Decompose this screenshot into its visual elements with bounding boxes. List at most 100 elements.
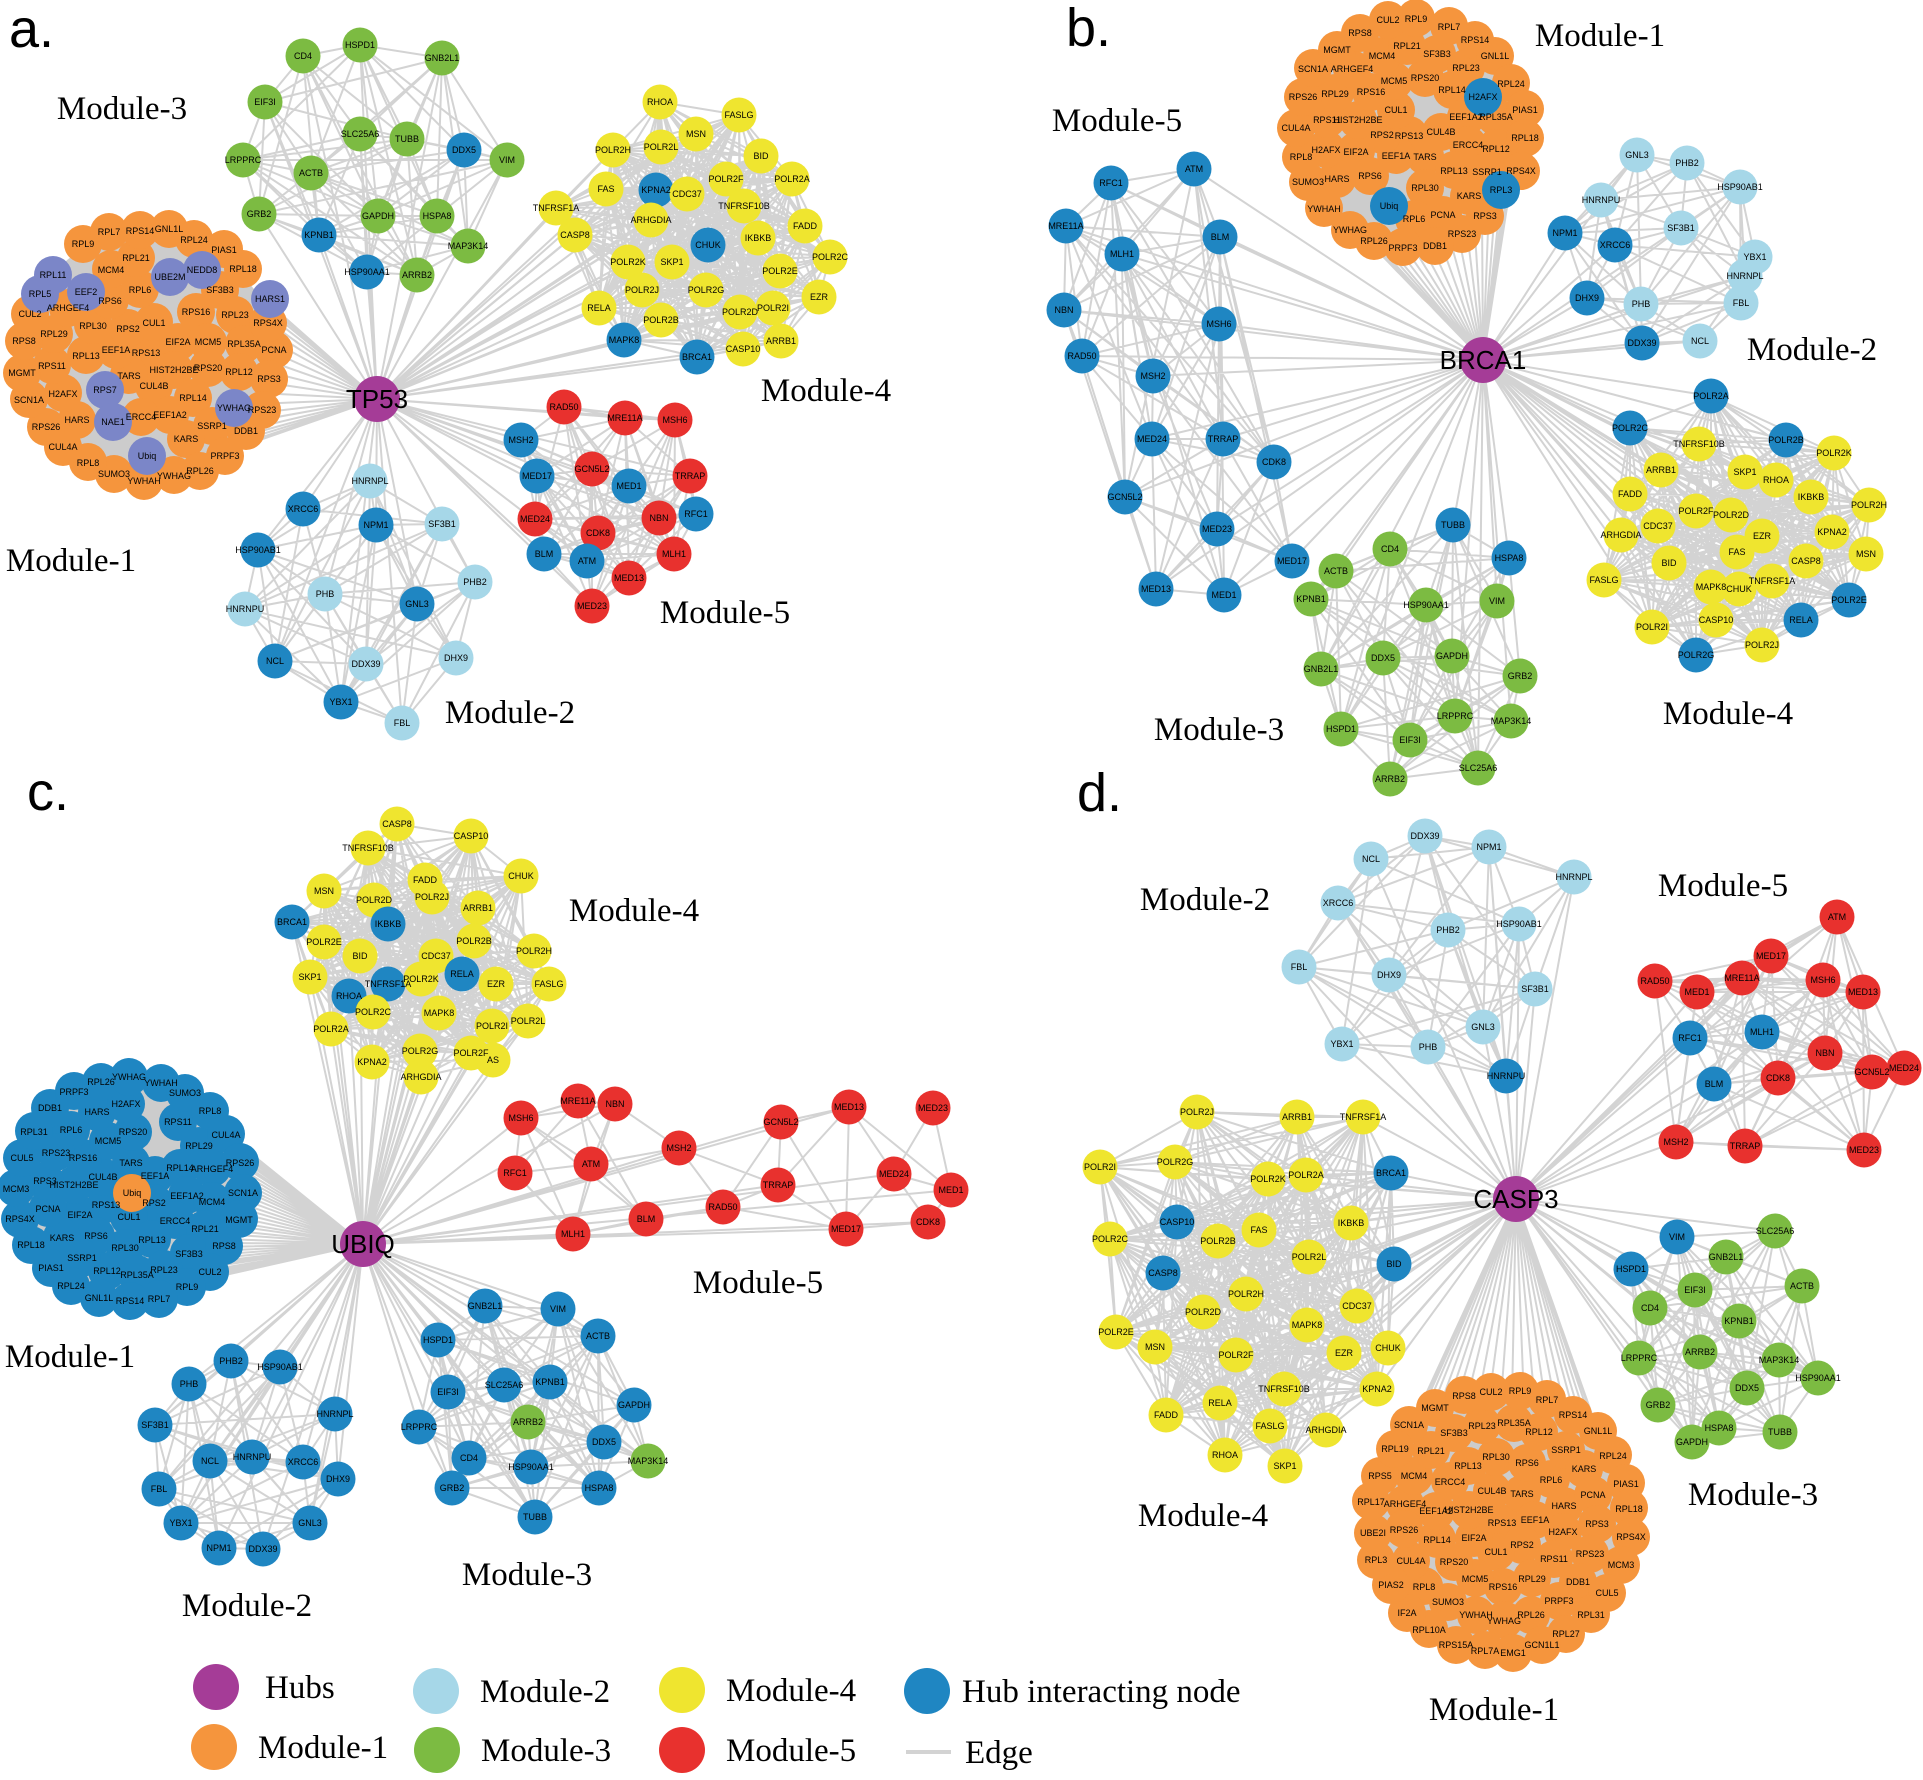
svg-text:PRPF3: PRPF3	[59, 1087, 88, 1097]
svg-text:PHB: PHB	[180, 1379, 199, 1389]
svg-text:YWHAH: YWHAH	[127, 476, 161, 486]
svg-text:RPL35A: RPL35A	[1479, 112, 1513, 122]
svg-text:CUL5: CUL5	[1595, 1588, 1618, 1598]
svg-text:RPS13: RPS13	[132, 348, 161, 358]
svg-text:POLR2E: POLR2E	[762, 266, 798, 276]
svg-text:KPNB1: KPNB1	[1724, 1316, 1754, 1326]
svg-text:PIAS1: PIAS1	[38, 1263, 64, 1273]
svg-text:MED13: MED13	[834, 1102, 864, 1112]
svg-text:RPS8: RPS8	[1348, 28, 1372, 38]
svg-text:CHUK: CHUK	[508, 871, 534, 881]
svg-text:MAP3K14: MAP3K14	[1491, 716, 1532, 726]
svg-text:Module-1: Module-1	[1535, 18, 1665, 54]
svg-text:YWHAG: YWHAG	[157, 471, 191, 481]
svg-text:POLR2B: POLR2B	[1768, 435, 1804, 445]
svg-text:KARS: KARS	[50, 1233, 75, 1243]
svg-text:RPL6: RPL6	[60, 1125, 83, 1135]
svg-text:CUL1: CUL1	[1384, 105, 1407, 115]
svg-text:ERCC4: ERCC4	[126, 412, 157, 422]
svg-text:POLR2K: POLR2K	[403, 974, 439, 984]
svg-text:PIAS1: PIAS1	[1613, 1479, 1639, 1489]
svg-text:PHB: PHB	[1632, 299, 1651, 309]
svg-text:CDK8: CDK8	[916, 1217, 940, 1227]
svg-text:ACTB: ACTB	[299, 168, 323, 178]
svg-text:NAE1: NAE1	[101, 417, 125, 427]
svg-text:YBX1: YBX1	[1330, 1039, 1353, 1049]
svg-text:CDC37: CDC37	[1342, 1301, 1372, 1311]
svg-text:GAPDH: GAPDH	[362, 211, 394, 221]
svg-text:POLR2C: POLR2C	[355, 1007, 392, 1017]
svg-text:RPS16: RPS16	[69, 1153, 98, 1163]
svg-text:a.: a.	[9, 0, 54, 59]
svg-text:RPS16: RPS16	[182, 307, 211, 317]
svg-text:EEF1A: EEF1A	[141, 1171, 170, 1181]
svg-text:BLM: BLM	[1705, 1079, 1724, 1089]
svg-text:RPL29: RPL29	[1321, 89, 1349, 99]
svg-text:HNRNPL: HNRNPL	[1726, 271, 1763, 281]
svg-text:EEF1A2: EEF1A2	[170, 1191, 204, 1201]
svg-text:RPL6: RPL6	[129, 285, 152, 295]
svg-text:ERCC4: ERCC4	[160, 1216, 191, 1226]
svg-text:EEF1A2: EEF1A2	[1419, 1506, 1453, 1516]
svg-text:Module-2: Module-2	[480, 1674, 610, 1710]
svg-text:PRPF3: PRPF3	[1544, 1596, 1573, 1606]
svg-text:MED17: MED17	[1277, 556, 1307, 566]
svg-text:SKP1: SKP1	[1733, 467, 1756, 477]
svg-text:TARS: TARS	[117, 371, 140, 381]
svg-text:RPS13: RPS13	[1488, 1518, 1517, 1528]
svg-text:PHB2: PHB2	[463, 577, 487, 587]
svg-text:MSN: MSN	[1145, 1342, 1165, 1352]
svg-text:RFC1: RFC1	[1099, 178, 1123, 188]
svg-text:Module-1: Module-1	[258, 1730, 388, 1766]
svg-text:Module-2: Module-2	[182, 1588, 312, 1624]
svg-text:TNFRSF10B: TNFRSF10B	[718, 201, 770, 211]
svg-text:POLR2J: POLR2J	[1180, 1107, 1214, 1117]
svg-text:FBL: FBL	[1733, 298, 1750, 308]
svg-text:CHUK: CHUK	[1726, 584, 1752, 594]
svg-text:HNRNPU: HNRNPU	[233, 1452, 272, 1462]
svg-text:FASLG: FASLG	[1589, 575, 1618, 585]
svg-text:RPS7: RPS7	[93, 385, 117, 395]
svg-text:MCM4: MCM4	[98, 265, 125, 275]
svg-text:SUMO3: SUMO3	[1292, 177, 1324, 187]
svg-text:KPNA2: KPNA2	[1817, 527, 1847, 537]
svg-text:MGMT: MGMT	[1323, 45, 1351, 55]
svg-text:MSH6: MSH6	[662, 415, 687, 425]
svg-text:MAPK8: MAPK8	[609, 335, 640, 345]
svg-text:NCL: NCL	[1362, 854, 1380, 864]
svg-text:RPL13: RPL13	[72, 351, 100, 361]
svg-text:RPL21: RPL21	[191, 1224, 219, 1234]
svg-text:MSN: MSN	[1856, 549, 1876, 559]
svg-text:RPS4X: RPS4X	[1506, 166, 1536, 176]
svg-text:KPNB1: KPNB1	[304, 230, 334, 240]
svg-text:RPS23: RPS23	[42, 1148, 71, 1158]
svg-text:RPS23: RPS23	[1576, 1549, 1605, 1559]
svg-text:CUL1: CUL1	[1484, 1547, 1507, 1557]
svg-text:SF3B1: SF3B1	[1521, 984, 1549, 994]
svg-text:CHUK: CHUK	[695, 240, 721, 250]
svg-text:RPS20: RPS20	[119, 1127, 148, 1137]
svg-text:ARHGDIA: ARHGDIA	[1305, 1425, 1346, 1435]
svg-text:RPL26: RPL26	[186, 466, 214, 476]
svg-text:RPL8: RPL8	[1290, 152, 1313, 162]
svg-text:HSPA8: HSPA8	[1495, 553, 1524, 563]
svg-text:Ubiq: Ubiq	[1380, 201, 1399, 211]
svg-text:RHOA: RHOA	[336, 991, 362, 1001]
svg-text:RPS11: RPS11	[1540, 1554, 1568, 1564]
svg-text:POLR2H: POLR2H	[1851, 500, 1887, 510]
svg-text:b.: b.	[1066, 0, 1111, 58]
svg-text:MSH6: MSH6	[508, 1113, 533, 1123]
svg-text:POLR2B: POLR2B	[456, 936, 492, 946]
svg-text:RPS5: RPS5	[1368, 1471, 1392, 1481]
svg-text:POLR2F: POLR2F	[453, 1048, 489, 1058]
svg-text:Module-2: Module-2	[1140, 882, 1270, 918]
svg-text:FADD: FADD	[793, 221, 818, 231]
svg-text:POLR2L: POLR2L	[644, 142, 679, 152]
svg-text:H2AFX: H2AFX	[1548, 1527, 1577, 1537]
svg-text:MSH6: MSH6	[1206, 319, 1231, 329]
svg-text:TUBB: TUBB	[1768, 1427, 1792, 1437]
svg-text:RPL14: RPL14	[179, 393, 207, 403]
svg-text:VIM: VIM	[550, 1304, 566, 1314]
svg-text:YWHAG: YWHAG	[112, 1072, 146, 1082]
svg-text:NBN: NBN	[649, 513, 668, 523]
